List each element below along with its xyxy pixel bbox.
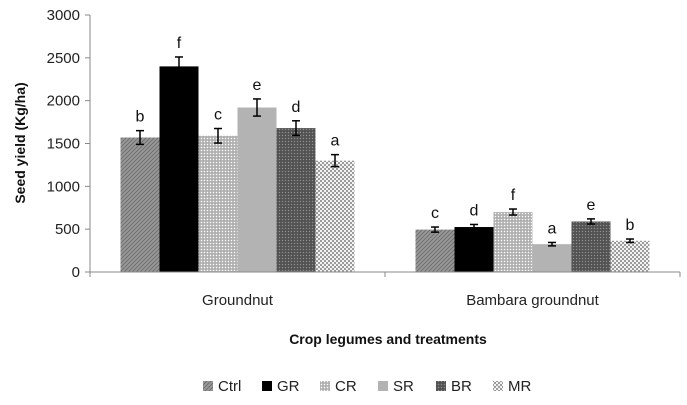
legend-item-mr: MR	[493, 378, 531, 395]
y-tick-label: 1500	[47, 136, 80, 153]
significance-letter: c	[214, 107, 222, 124]
error-bar	[587, 218, 595, 225]
bar-sr-bambara	[532, 244, 572, 272]
error-bar	[214, 127, 222, 144]
legend-swatch	[493, 381, 503, 391]
y-tick-label: 0	[72, 264, 80, 281]
legend-item-cr: CR	[320, 378, 357, 395]
x-tick-label: Bambara groundnut	[466, 292, 599, 309]
legend-swatch	[320, 381, 330, 391]
bar-cr-bambara	[493, 212, 533, 272]
bar-mr-bambara	[610, 240, 650, 272]
legend-label: CR	[335, 378, 357, 395]
error-bar	[431, 226, 439, 233]
error-bar	[292, 120, 300, 137]
legend-item-br: BR	[436, 378, 472, 395]
legend-label: Ctrl	[218, 378, 241, 395]
y-tick-label: 2500	[47, 50, 80, 67]
legend-swatch	[262, 381, 272, 391]
significance-letter: d	[470, 202, 479, 219]
bars: b f c e d a c d f a e b	[120, 35, 650, 273]
error-bar	[253, 98, 261, 117]
legend-swatch	[436, 381, 446, 391]
significance-letter: e	[587, 197, 596, 214]
x-tick-label: Groundnut	[202, 292, 274, 309]
error-bar	[470, 223, 478, 231]
y-tick-label: 500	[55, 221, 80, 238]
x-axis-title: Crop legumes and treatments	[289, 331, 487, 347]
bar-ctrl-groundnut	[120, 137, 160, 272]
y-axis-ticks: 0 500 1000 1500 2000 2500 3000	[47, 7, 90, 281]
y-tick-label: 2000	[47, 93, 80, 110]
error-bar	[509, 208, 517, 216]
error-bar	[331, 153, 339, 168]
legend-label: BR	[451, 378, 472, 395]
legend-item-sr: SR	[378, 378, 414, 395]
error-bar	[136, 129, 144, 146]
legend-swatch	[203, 381, 213, 391]
significance-letter: a	[548, 220, 557, 237]
significance-letter: d	[292, 99, 301, 116]
legend-swatch	[378, 381, 388, 391]
bar-sr-groundnut	[237, 107, 277, 273]
legend-label: MR	[508, 378, 531, 395]
legend-item-ctrl: Ctrl	[203, 378, 241, 395]
significance-letter: a	[331, 133, 340, 150]
legend-label: SR	[393, 378, 414, 395]
significance-letter: b	[136, 109, 145, 126]
significance-letter: f	[511, 187, 516, 204]
error-bar	[626, 238, 634, 244]
y-tick-label: 1000	[47, 178, 80, 195]
error-bar	[175, 56, 183, 77]
significance-letter: e	[253, 77, 262, 94]
bar-br-bambara	[571, 221, 611, 272]
significance-letter: b	[626, 217, 635, 234]
bar-br-groundnut	[276, 128, 316, 272]
y-axis-title: Seed yield (Kg/ha)	[12, 82, 28, 203]
significance-letter: f	[177, 35, 182, 52]
legend: Ctrl GR CR SR BR MR	[203, 378, 531, 395]
bar-mr-groundnut	[315, 160, 355, 272]
bar-gr-groundnut	[159, 66, 199, 273]
legend-item-gr: GR	[262, 378, 300, 395]
bar-gr-bambara	[454, 227, 494, 272]
error-bar	[548, 241, 556, 247]
x-axis-ticks: Groundnut Bambara groundnut	[89, 272, 681, 309]
bar-cr-groundnut	[198, 135, 238, 272]
bar-ctrl-bambara	[415, 229, 455, 272]
y-tick-label: 3000	[47, 7, 80, 24]
legend-label: GR	[277, 378, 300, 395]
significance-letter: c	[431, 205, 439, 222]
